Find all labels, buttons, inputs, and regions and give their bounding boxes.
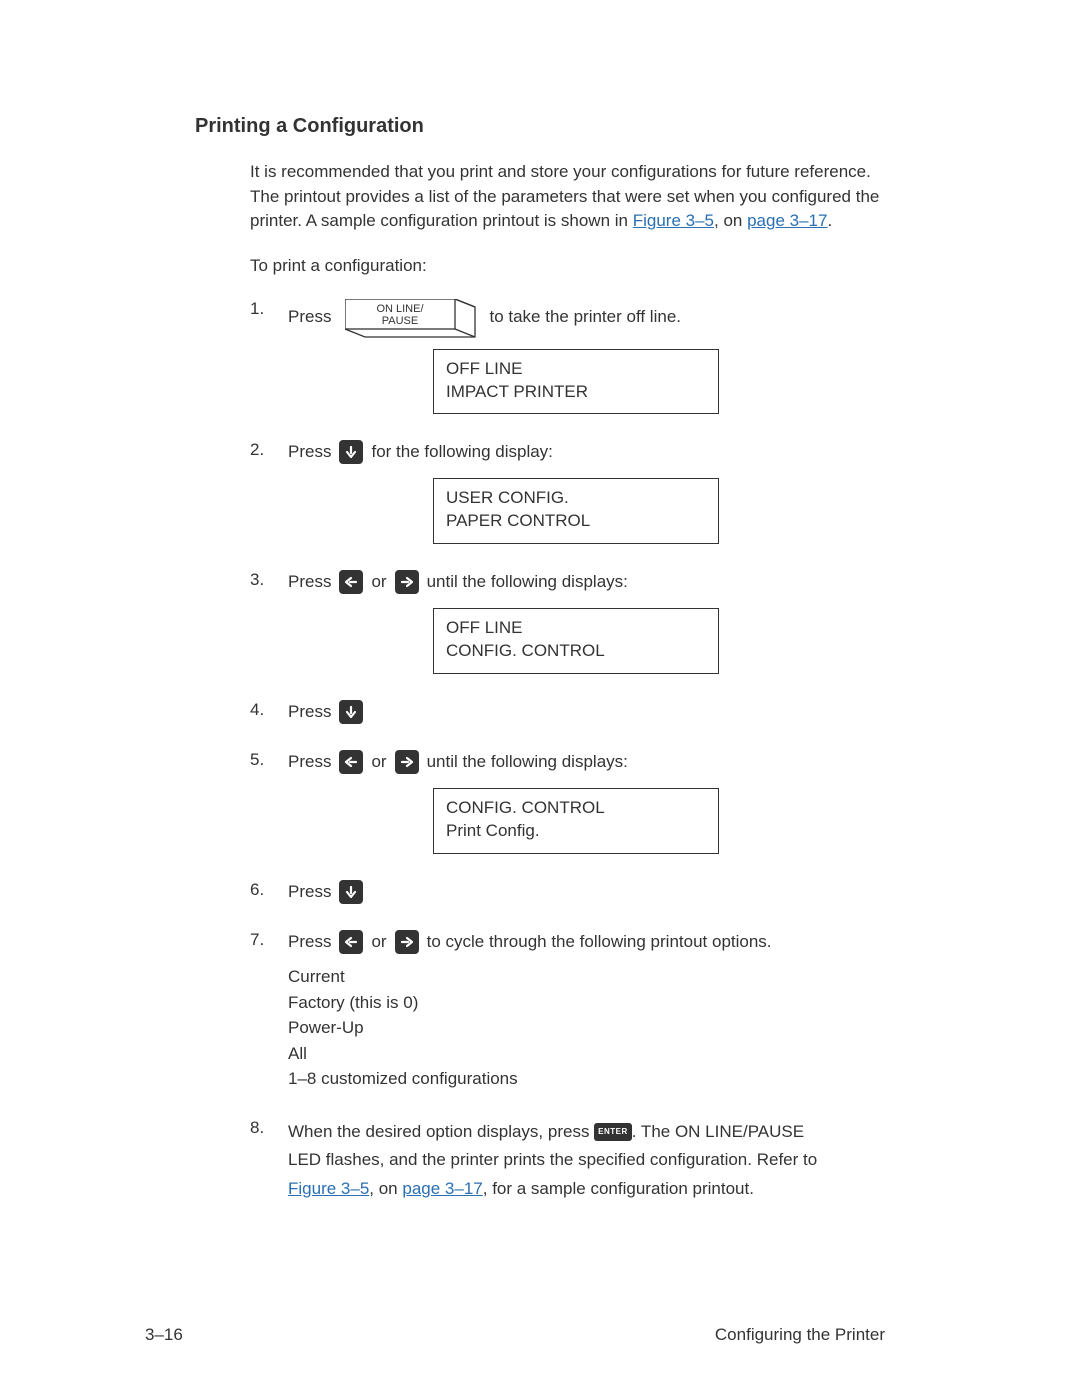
page-footer: 3–16 Configuring the Printer xyxy=(145,1325,885,1345)
lcd-display: OFF LINE CONFIG. CONTROL xyxy=(433,608,719,674)
left-arrow-icon xyxy=(339,570,363,594)
or-label: or xyxy=(371,932,386,952)
display-line2: IMPACT PRINTER xyxy=(446,381,706,404)
display-line2: PAPER CONTROL xyxy=(446,510,706,533)
down-arrow-icon xyxy=(339,880,363,904)
display-line1: OFF LINE xyxy=(446,617,706,640)
step2-after: for the following display: xyxy=(371,442,552,462)
step-7: 7. Press or to cycle through the followi… xyxy=(250,930,885,1092)
option-item: Factory (this is 0) xyxy=(288,990,885,1016)
step-number: 3. xyxy=(250,570,264,590)
display-line1: OFF LINE xyxy=(446,358,706,381)
right-arrow-icon xyxy=(395,570,419,594)
step-number: 6. xyxy=(250,880,264,900)
figure-link[interactable]: Figure 3–5 xyxy=(288,1179,369,1198)
figure-link[interactable]: Figure 3–5 xyxy=(633,211,714,230)
step-number: 4. xyxy=(250,700,264,720)
left-arrow-icon xyxy=(339,930,363,954)
display-line2: Print Config. xyxy=(446,820,706,843)
down-arrow-icon xyxy=(339,440,363,464)
step8-text-2: LED flashes, and the printer prints the … xyxy=(288,1150,817,1169)
press-label: Press xyxy=(288,752,331,772)
press-label: Press xyxy=(288,882,331,902)
display-line2: CONFIG. CONTROL xyxy=(446,640,706,663)
key-label-line1: ON LINE/ xyxy=(377,303,425,315)
intro-text-end: . xyxy=(827,211,832,230)
display-line1: USER CONFIG. xyxy=(446,487,706,510)
step8-text-1: When the desired option displays, press xyxy=(288,1122,594,1141)
lcd-display: OFF LINE IMPACT PRINTER xyxy=(433,349,719,415)
page-link[interactable]: page 3–17 xyxy=(402,1179,482,1198)
step7-after: to cycle through the following printout … xyxy=(427,932,772,952)
lcd-display: CONFIG. CONTROL Print Config. xyxy=(433,788,719,854)
step3-after: until the following displays: xyxy=(427,572,628,592)
or-label: or xyxy=(371,752,386,772)
step-1: 1. Press ON LINE/ PAUSE to take the prin… xyxy=(250,299,885,415)
intro-paragraph: It is recommended that you print and sto… xyxy=(250,160,885,234)
display-line1: CONFIG. CONTROL xyxy=(446,797,706,820)
to-print-text: To print a configuration: xyxy=(250,254,885,279)
step-number: 1. xyxy=(250,299,264,319)
press-label: Press xyxy=(288,702,331,722)
step-number: 2. xyxy=(250,440,264,460)
step-5: 5. Press or until the following displays… xyxy=(250,750,885,854)
footer-section-name: Configuring the Printer xyxy=(715,1325,885,1345)
section-heading: Printing a Configuration xyxy=(195,115,885,138)
step1-after: to take the printer off line. xyxy=(489,307,681,327)
enter-key-icon: ENTER xyxy=(594,1123,632,1141)
or-label: or xyxy=(371,572,386,592)
printout-options: Current Factory (this is 0) Power-Up All… xyxy=(288,964,885,1092)
option-item: Current xyxy=(288,964,885,990)
step-4: 4. Press xyxy=(250,700,885,724)
left-arrow-icon xyxy=(339,750,363,774)
option-item: Power-Up xyxy=(288,1015,885,1041)
option-item: All xyxy=(288,1041,885,1067)
step8-end: , for a sample configuration printout. xyxy=(483,1179,754,1198)
step-6: 6. Press xyxy=(250,880,885,904)
right-arrow-icon xyxy=(395,750,419,774)
step-3: 3. Press or until the following displays… xyxy=(250,570,885,674)
step5-after: until the following displays: xyxy=(427,752,628,772)
press-label: Press xyxy=(288,442,331,462)
page-link[interactable]: page 3–17 xyxy=(747,211,827,230)
online-pause-key: ON LINE/ PAUSE xyxy=(345,299,475,335)
option-item: 1–8 customized configurations xyxy=(288,1066,885,1092)
page-number: 3–16 xyxy=(145,1325,183,1345)
step-8: 8. When the desired option displays, pre… xyxy=(250,1118,885,1205)
step-number: 5. xyxy=(250,750,264,770)
step8-text-1b: . The ON LINE/PAUSE xyxy=(632,1122,804,1141)
step-2: 2. Press for the following display: USER… xyxy=(250,440,885,544)
press-label: Press xyxy=(288,572,331,592)
lcd-display: USER CONFIG. PAPER CONTROL xyxy=(433,478,719,544)
press-label: Press xyxy=(288,932,331,952)
step-number: 8. xyxy=(250,1118,264,1138)
right-arrow-icon xyxy=(395,930,419,954)
down-arrow-icon xyxy=(339,700,363,724)
press-label: Press xyxy=(288,307,331,327)
step-number: 7. xyxy=(250,930,264,950)
step8-mid: , on xyxy=(369,1179,402,1198)
key-label-line2: PAUSE xyxy=(382,315,418,327)
intro-text-mid: , on xyxy=(714,211,747,230)
